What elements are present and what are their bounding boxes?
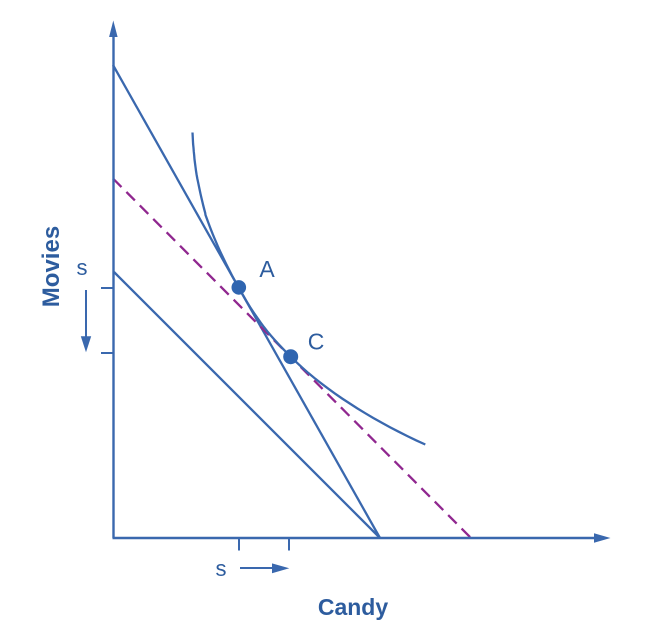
svg-text:A: A: [259, 256, 275, 282]
svg-text:s: s: [216, 556, 227, 581]
svg-text:Movies: Movies: [38, 226, 65, 307]
svg-text:s: s: [77, 255, 88, 280]
svg-text:C: C: [308, 329, 325, 355]
svg-text:Candy: Candy: [318, 594, 389, 620]
